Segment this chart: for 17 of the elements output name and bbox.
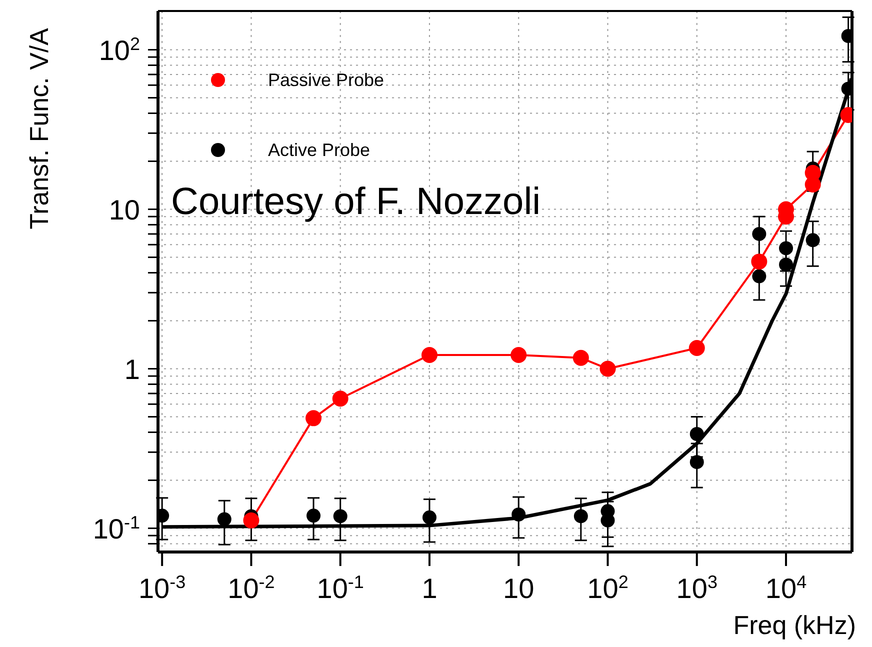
legend-label: Passive Probe xyxy=(268,70,384,90)
x-tick-label: 10$^{3}$ xyxy=(676,572,718,604)
y-tick-label: 10$^{2}$ xyxy=(98,34,140,66)
x-tick-label: 10$^{-2}$ xyxy=(228,572,275,604)
legend-label: Active Probe xyxy=(268,140,370,160)
x-tick-label: 10 xyxy=(503,573,534,604)
y-tick-label: 10 xyxy=(108,194,140,226)
x-axis-title: Freq (kHz) xyxy=(733,610,856,640)
y-tick-label: 1 xyxy=(124,354,140,385)
x-tick-label: 10$^{-1}$ xyxy=(316,572,364,604)
x-tick-label: 10$^{-3}$ xyxy=(138,572,186,604)
x-tick-label: 10$^{4}$ xyxy=(765,572,807,604)
y-axis-title: Transf. Func. V/A xyxy=(24,28,55,232)
x-tick-label: 10$^{2}$ xyxy=(587,572,628,604)
x-tick-label: 1 xyxy=(422,573,438,604)
annotation: Courtesy of F. Nozzoli xyxy=(171,180,541,224)
y-tick-label: 10$^{-1}$ xyxy=(92,512,140,544)
